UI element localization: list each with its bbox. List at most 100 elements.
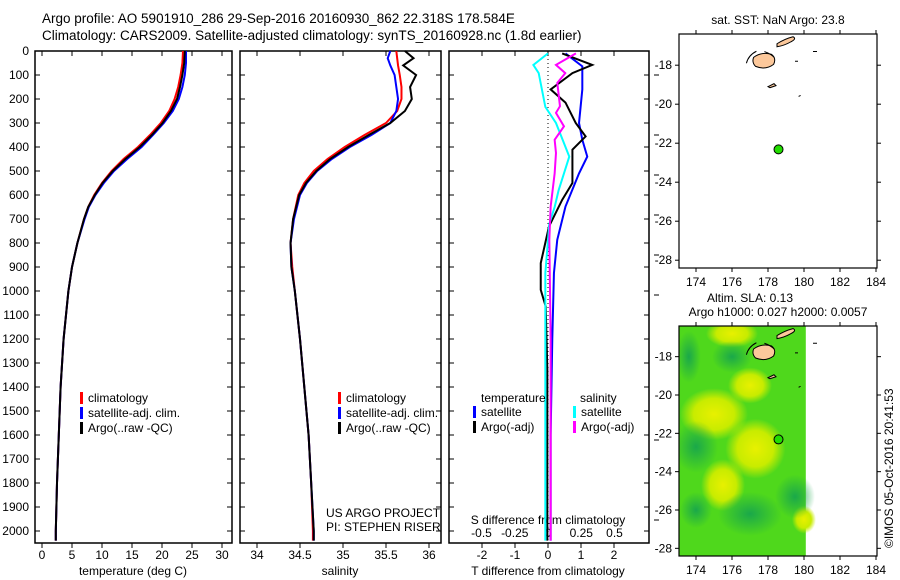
legend-label: Argo(-adj) — [481, 420, 534, 434]
x-tick-label: 0 — [545, 548, 552, 562]
depth-tick-label: 900 — [9, 260, 29, 274]
positive-anomaly — [725, 418, 786, 479]
lon-tick-label: 174 — [686, 275, 706, 289]
depth-tick-label: 400 — [9, 140, 29, 154]
timestamp: ©IMOS 05-Oct-2016 20:41:53 — [882, 388, 896, 548]
lat-tick-label: -18 — [655, 350, 673, 364]
x-tick-label: 35.5 — [374, 548, 398, 562]
lat-tick-label: -28 — [655, 541, 673, 555]
coastline — [745, 342, 817, 388]
depth-tick-label: 1800 — [2, 476, 29, 490]
x-axis-label: temperature (deg C) — [79, 564, 187, 578]
legend-label: satellite-adj. clim. — [346, 406, 438, 420]
positive-anomaly — [706, 326, 758, 348]
series-sal_argo — [548, 52, 577, 541]
lat-tick-label: -26 — [655, 214, 673, 228]
project-note: US ARGO PROJECT — [326, 506, 441, 520]
legend-swatch — [80, 422, 83, 434]
x-tick-label: 15 — [125, 548, 139, 562]
x-axis-label: T difference from climatology — [471, 564, 625, 578]
legend-label: Argo(..raw -QC) — [88, 421, 173, 435]
x-tick-label: 20 — [155, 548, 169, 562]
lat-tick-label: -22 — [655, 426, 673, 440]
legend-swatch — [338, 392, 341, 404]
title-line-2: Climatology: CARS2009. Satellite-adjuste… — [42, 28, 582, 43]
s-tick-label: 0.5 — [606, 526, 623, 540]
temperature-panel — [34, 50, 233, 544]
depth-tick-label: 1100 — [3, 308, 29, 322]
depth-tick-label: 0 — [22, 44, 29, 58]
sst-map-title: sat. SST: NaN Argo: 23.8 — [711, 13, 845, 27]
depth-tick-label: 800 — [9, 236, 29, 250]
lat-tick-label: -18 — [655, 58, 673, 72]
x-tick-label: 34 — [250, 548, 264, 562]
depth-tick-label: 300 — [9, 116, 29, 130]
negative-anomaly — [712, 340, 752, 373]
lon-tick-label: 176 — [722, 563, 742, 577]
negative-anomaly — [775, 474, 815, 519]
lon-tick-label: 178 — [758, 563, 778, 577]
legend-swatch — [80, 392, 83, 404]
legend-swatch — [473, 421, 476, 433]
legend-label: Argo(..raw -QC) — [346, 421, 431, 435]
lat-tick-label: -28 — [655, 253, 673, 267]
negative-anomaly — [679, 420, 718, 473]
legend-swatch — [80, 407, 83, 419]
island-kadavu — [766, 83, 777, 89]
negative-anomaly — [680, 492, 712, 528]
x-tick-label: 10 — [95, 548, 109, 562]
depth-tick-label: 600 — [9, 188, 29, 202]
depth-tick-label: 700 — [9, 212, 29, 226]
map-frame — [678, 33, 878, 269]
series-climatology — [54, 50, 184, 541]
series-satellite — [549, 52, 589, 541]
x-axis-label: salinity — [322, 564, 359, 578]
x-tick-label: 36 — [422, 548, 436, 562]
negative-anomaly — [718, 491, 782, 536]
lon-tick-label: 184 — [866, 563, 886, 577]
series-sal_satellite — [532, 52, 571, 541]
lat-tick-label: -20 — [655, 97, 673, 111]
s-tick-label: -0.25 — [501, 526, 529, 540]
legend-label: satellite-adj. clim. — [88, 406, 180, 420]
lon-tick-label: 178 — [758, 275, 778, 289]
figure-title: Argo profile: AO 5901910_286 29-Sep-2016… — [42, 10, 582, 44]
pi-note: PI: STEPHEN RISER — [326, 520, 441, 534]
lat-tick-label: -24 — [655, 175, 673, 189]
x-tick-label: 2 — [611, 548, 618, 562]
negative-anomaly — [679, 330, 701, 383]
series-argo — [54, 50, 186, 541]
x-tick-label: 25 — [185, 548, 199, 562]
x-tick-label: 0 — [39, 548, 46, 562]
series-argo — [289, 50, 418, 541]
lon-tick-label: 182 — [830, 275, 850, 289]
island-kadavu — [766, 374, 777, 380]
series-climatology — [289, 50, 403, 541]
lon-tick-label: 180 — [794, 275, 814, 289]
legend-swatch — [573, 421, 576, 433]
depth-tick-label: 2000 — [2, 524, 29, 538]
depth-tick-label: 1400 — [2, 380, 29, 394]
s-tick-label: -0.5 — [471, 526, 492, 540]
legend-title: salinity — [580, 391, 617, 405]
depth-tick-label: 1900 — [2, 500, 29, 514]
depth-tick-label: 1500 — [2, 404, 29, 418]
lat-tick-label: -26 — [655, 503, 673, 517]
coastline — [745, 50, 817, 97]
depth-tick-label: 1000 — [2, 284, 29, 298]
legend-label: satellite — [581, 405, 622, 419]
x-tick-label: 5 — [69, 548, 76, 562]
difference-panel — [448, 50, 650, 544]
x-tick-label: -2 — [477, 548, 488, 562]
salinity-panel — [239, 50, 442, 544]
lat-tick-label: -24 — [655, 465, 673, 479]
x-tick-label: 34.5 — [288, 548, 312, 562]
lat-tick-label: -22 — [655, 136, 673, 150]
depth-tick-label: 200 — [9, 92, 29, 106]
float-position-marker — [773, 434, 784, 445]
lon-tick-label: 184 — [866, 275, 886, 289]
legend-title: temperature — [481, 391, 546, 405]
depth-tick-label: 1200 — [2, 332, 29, 346]
island-viti-levu — [752, 52, 776, 69]
depth-tick-label: 1700 — [2, 452, 29, 466]
